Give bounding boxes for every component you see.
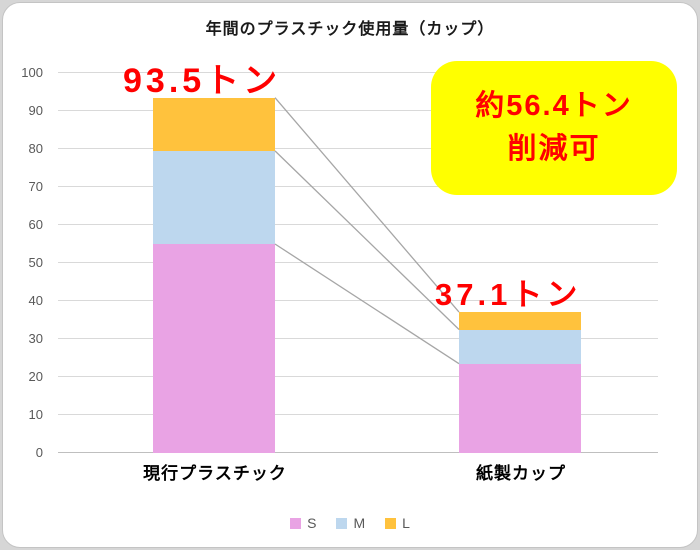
bar-segment-L-cat0 [153, 97, 275, 151]
y-tick-label-0: 0 [35, 445, 43, 460]
gridline [58, 452, 658, 453]
total-label-current-plastic: 93.5トン [123, 62, 282, 100]
chart-title: 年間のプラスチック使用量（カップ） [205, 21, 495, 38]
bar-segment-S-cat1 [459, 363, 581, 453]
gridline [58, 262, 658, 263]
y-tick-label-100: 100 [21, 65, 43, 80]
category-label-current-plastic: 現行プラスチック [143, 464, 287, 483]
legend-item-M: M [336, 515, 365, 531]
bar-segment-M-cat0 [153, 150, 275, 244]
series-line-M [274, 150, 460, 330]
y-tick-label-70: 70 [28, 179, 43, 194]
y-tick-label-20: 20 [28, 369, 43, 384]
y-tick-label-40: 40 [28, 293, 43, 308]
legend-label-M: M [353, 515, 366, 531]
y-axis: 0 10 20 30 40 50 60 70 80 90 100 [3, 65, 49, 460]
legend-label-L: L [402, 515, 410, 531]
legend-swatch-M [336, 517, 348, 529]
gridline [58, 224, 658, 225]
legend-item-L: L [385, 515, 410, 531]
plot-area [58, 72, 658, 453]
y-tick-label-90: 90 [28, 103, 43, 118]
y-tick-label-50: 50 [28, 255, 43, 270]
bar-segment-L-cat1 [459, 312, 581, 330]
callout-line1: 約56.4トン [475, 89, 633, 122]
category-label-paper-cup: 紙製カップ [476, 464, 566, 483]
bar-segment-S-cat0 [153, 244, 275, 453]
gridline [58, 376, 658, 377]
gridline [58, 72, 658, 73]
legend-label-S: S [307, 515, 317, 531]
legend-item-S: S [290, 515, 316, 531]
total-label-paper-cup: 37.1トン [435, 277, 582, 312]
reduction-callout: 約56.4トン 削減可 [431, 61, 677, 195]
gridline [58, 414, 658, 415]
legend-swatch-S [290, 517, 302, 529]
legend-swatch-L [385, 517, 397, 529]
y-tick-label-30: 30 [28, 331, 43, 346]
callout-line2: 削減可 [507, 133, 601, 165]
y-tick-label-10: 10 [28, 407, 43, 422]
bar-segment-M-cat1 [459, 329, 581, 364]
y-tick-label-80: 80 [28, 141, 43, 156]
y-tick-label-60: 60 [28, 217, 43, 232]
